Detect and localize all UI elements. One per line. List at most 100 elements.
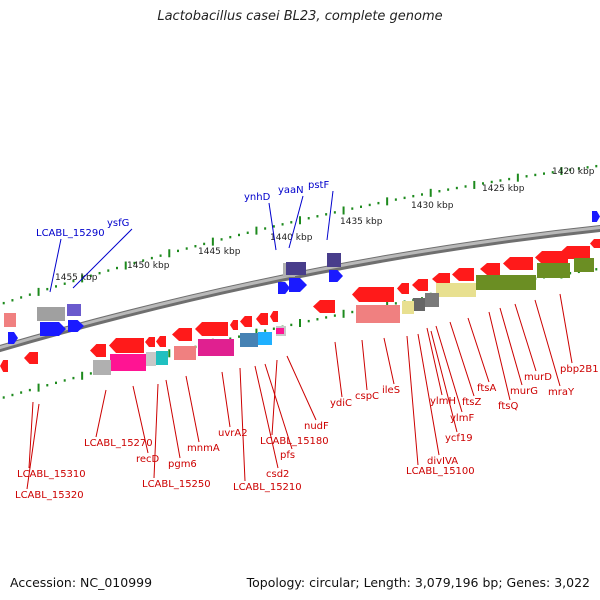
outer-tick [89,274,92,277]
leader-line-pstf [326,190,334,241]
outer-tick [464,185,467,188]
genome-stats-text: Topology: circular; Length: 3,079,196 bp… [246,575,590,590]
reverse-gene-arrow [432,273,450,285]
outer-tick [281,223,284,226]
leader-line-ydic [334,341,343,398]
inner-tick [333,314,336,317]
cog-bar [476,275,536,290]
inner-tick [238,335,240,338]
reverse-gene-arrow [352,287,394,302]
gene-label-csd2: csd2 [266,469,289,480]
leader-line-lcabl-15180 [271,359,278,436]
inner-tick [569,271,572,275]
leader-line-uvra2 [221,371,231,428]
gene-label-pfs: pfs [280,450,295,461]
gene-label-ycf19: ycf19 [445,433,473,444]
outer-tick [159,254,162,257]
gene-label-mray: mraY [548,387,575,398]
gene-label-ylmf: ylmF [450,413,474,424]
cog-bar-forward [67,304,81,316]
inner-tick [63,379,66,382]
outer-tick [229,235,232,239]
leader-line-pfs [264,363,293,450]
gene-label-mnma: mnmA [187,443,220,454]
inner-tick [394,302,397,305]
reverse-gene-arrow [313,300,335,313]
forward-gene-arrow [278,282,290,294]
outer-tick [63,282,66,285]
cog-bar [156,351,168,365]
reverse-gene-arrow [24,352,38,364]
outer-tick [28,293,31,296]
reverse-gene-arrow [397,283,409,294]
inner-tick [325,316,328,319]
outer-tick [316,215,319,218]
leader-line-pbp2b1 [559,293,573,364]
outer-tick [551,171,554,174]
outer-tick [438,190,441,193]
inner-tick [20,391,23,394]
cog-bar [146,352,156,366]
gene-label-recd: recD [136,454,160,465]
inner-tick [264,329,267,332]
reverse-gene-arrow [90,344,106,357]
leader-line-lcabl-15100 [406,335,419,466]
outer-tick [220,238,223,241]
cog-bar [402,301,414,314]
leader-line-ylmh [426,327,443,396]
outer-tick [264,227,267,230]
gene-label-uvra2: uvrA2 [218,428,248,439]
leader-line-ftsq [488,311,511,401]
reverse-gene-arrow [412,279,428,291]
outer-tick [20,296,23,299]
outer-tick [516,173,519,182]
outer-tick [194,245,197,248]
gene-label-ydic: ydiC [330,398,352,409]
inner-tick [351,310,354,314]
leader-line-recd [132,385,149,454]
outer-tick [351,207,354,210]
outer-tick [386,197,389,206]
inner-tick [342,309,345,318]
forward-gene-arrow [8,332,18,344]
cog-bar-forward [37,307,65,321]
forward-gene-arrow [289,278,307,292]
outer-tick [37,287,40,296]
gene-label-lcabl-15100: LCABL_15100 [406,466,475,477]
outer-tick [299,216,301,225]
outer-tick [168,249,171,258]
cog-bar [537,263,570,278]
outer-tick [203,242,206,246]
leader-line-ftsz [449,321,475,397]
reverse-gene-arrow [240,316,252,327]
inner-tick [255,328,258,337]
leader-line-lcabl-15250 [153,383,159,479]
inner-tick [307,319,310,323]
scale-label-1435-kbp: 1435 kbp [340,217,383,227]
outer-tick [482,182,484,185]
inner-tick [316,318,319,321]
inner-tick [272,327,275,330]
outer-tick [534,173,537,177]
reverse-gene-arrow [195,322,228,336]
accession-text: Accession: NC_010999 [10,575,153,590]
leader-line-lcabl-15310 [28,401,34,469]
leader-line-diviva [417,333,440,456]
outer-tick [272,225,275,228]
leader-line-cspc [361,339,368,391]
forward-gene-arrow [40,322,66,336]
inner-tick [72,376,75,380]
gene-label-lcabl-15310: LCABL_15310 [17,469,86,480]
outer-tick [185,247,188,250]
outer-tick [421,193,423,196]
gene-label-iles: ileS [382,385,400,396]
inner-tick [2,396,5,399]
outer-tick [455,186,458,190]
leader-line-iles [383,337,395,385]
outer-tick [211,237,214,246]
gene-label-diviva: divIVA [427,456,458,467]
leader-line-pgm6 [165,379,181,459]
leader-line-lcabl-15210 [239,367,246,482]
gene-label-lcabl-15290: LCABL_15290 [36,228,105,239]
